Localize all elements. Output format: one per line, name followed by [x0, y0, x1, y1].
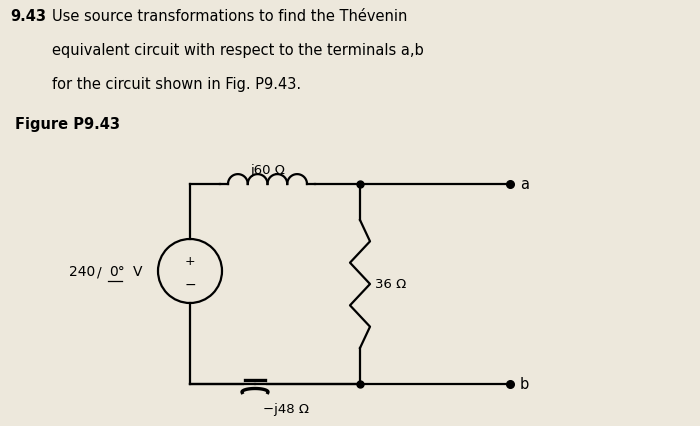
Text: for the circuit shown in Fig. P9.43.: for the circuit shown in Fig. P9.43.	[52, 77, 301, 92]
Text: V: V	[133, 265, 143, 278]
Text: Figure P9.43: Figure P9.43	[15, 117, 120, 132]
Text: b: b	[520, 377, 529, 391]
Text: +: +	[185, 255, 195, 268]
Text: /: /	[97, 265, 102, 278]
Text: 240: 240	[69, 265, 95, 278]
Text: equivalent circuit with respect to the terminals a,b: equivalent circuit with respect to the t…	[52, 43, 424, 58]
Text: 0°: 0°	[109, 265, 125, 278]
Text: 36 Ω: 36 Ω	[375, 278, 406, 291]
Text: a: a	[520, 177, 529, 192]
Text: −: −	[184, 277, 196, 291]
Text: j60 Ω: j60 Ω	[250, 164, 285, 177]
Text: −j48 Ω: −j48 Ω	[263, 402, 309, 415]
Text: 9.43: 9.43	[10, 9, 46, 24]
Text: Use source transformations to find the Thévenin: Use source transformations to find the T…	[52, 9, 407, 24]
